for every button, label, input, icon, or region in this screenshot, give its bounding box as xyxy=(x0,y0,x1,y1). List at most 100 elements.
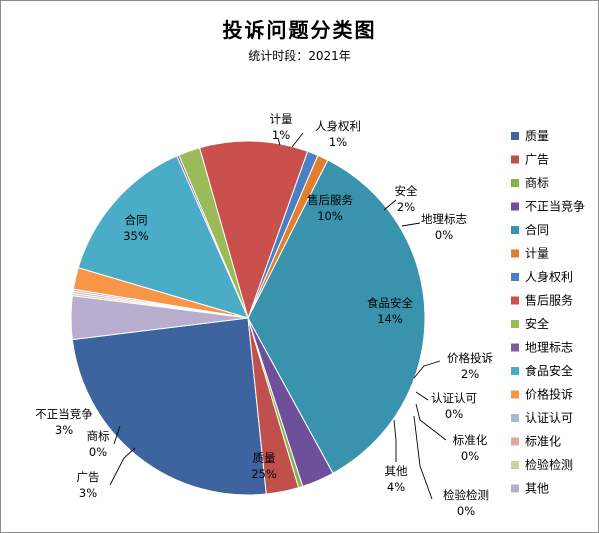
slice-label-name: 认证认可 xyxy=(431,391,477,405)
slice-label-percent: 1% xyxy=(272,128,290,142)
slice-label-name: 质量 xyxy=(253,451,276,465)
legend-swatch-5 xyxy=(511,226,519,234)
pie-slice-8 xyxy=(198,140,309,320)
leader-line-6 xyxy=(277,137,281,146)
legend-swatch-16 xyxy=(511,484,519,493)
leader-line-16 xyxy=(393,419,397,462)
legend-label-8: 售后服务 xyxy=(525,293,573,308)
leader-line-2 xyxy=(109,447,136,486)
slice-label-percent: 3% xyxy=(79,486,97,500)
legend-swatch-3 xyxy=(511,179,519,187)
leader-line-14 xyxy=(415,403,447,441)
legend: 质量广告商标不正当竞争合同计量人身权利售后服务安全地理标志食品安全价格投诉认证认… xyxy=(511,129,585,496)
legend-swatch-13 xyxy=(511,414,519,422)
legend-label-3: 商标 xyxy=(525,175,549,190)
slice-label-percent: 14% xyxy=(377,312,403,326)
slice-label-2: 广告 3% xyxy=(77,470,100,500)
slice-label-name: 标准化 xyxy=(453,433,488,447)
slice-label-7: 人身权利 1% xyxy=(315,119,361,149)
slice-label-name: 安全 xyxy=(395,184,418,198)
legend-label-12: 价格投诉 xyxy=(525,387,573,402)
slice-label-name: 售后服务 xyxy=(307,193,353,207)
slice-label-4: 不正当竞争 3% xyxy=(35,407,93,437)
legend-swatch-2 xyxy=(511,155,519,164)
slice-label-name: 不正当竞争 xyxy=(35,407,93,421)
slice-label-percent: 3% xyxy=(55,423,73,437)
slice-label-percent: 0% xyxy=(89,445,107,459)
legend-swatch-14 xyxy=(511,437,519,446)
legend-swatch-15 xyxy=(511,461,519,469)
leader-line-13 xyxy=(415,391,429,401)
legend-label-7: 人身权利 xyxy=(525,269,573,284)
slice-label-percent: 4% xyxy=(387,480,405,494)
slice-label-13: 认证认可 0% xyxy=(431,391,477,421)
slice-label-name: 检验检测 xyxy=(443,488,489,502)
pie-slice-11 xyxy=(77,155,249,319)
pie-slice-5 xyxy=(247,159,426,474)
slice-label-5: 合同 35% xyxy=(123,213,149,243)
legend-label-11: 食品安全 xyxy=(525,363,573,378)
slice-label-3: 商标 0% xyxy=(87,429,110,459)
chart-title: 投诉问题分类图 xyxy=(222,18,377,42)
slice-label-percent: 10% xyxy=(317,209,343,223)
slice-label-percent: 0% xyxy=(461,449,479,463)
slice-label-percent: 0% xyxy=(457,504,475,518)
slice-label-name: 其他 xyxy=(385,464,408,478)
leader-line-15 xyxy=(413,415,433,500)
leader-lines xyxy=(109,132,447,500)
slice-label-16: 其他 4% xyxy=(385,464,408,494)
slice-labels: 质量 25% 广告 3% 商标 0% 不正当竞争 3% 合同 35% 计量 1% 人身权利 1% 售后服务 1… xyxy=(35,112,493,518)
pie-slice-1 xyxy=(71,317,267,496)
leader-line-10 xyxy=(401,222,421,227)
slice-label-percent: 25% xyxy=(251,467,277,481)
slice-label-11: 食品安全 14% xyxy=(367,296,413,326)
slice-label-name: 人身权利 xyxy=(315,119,361,133)
legend-swatch-12 xyxy=(511,390,519,399)
legend-label-5: 合同 xyxy=(525,222,549,237)
legend-swatch-6 xyxy=(511,249,519,258)
leader-line-3 xyxy=(113,425,121,445)
pie-slice-16 xyxy=(70,295,249,341)
slice-label-percent: 0% xyxy=(445,407,463,421)
slice-label-12: 价格投诉 2% xyxy=(447,351,493,381)
legend-swatch-9 xyxy=(511,320,519,328)
slice-label-percent: 2% xyxy=(461,367,479,381)
pie-slices xyxy=(70,140,426,496)
slice-label-15: 检验检测 0% xyxy=(443,488,489,518)
legend-label-6: 计量 xyxy=(525,247,549,261)
legend-label-2: 广告 xyxy=(525,153,549,167)
legend-swatch-1 xyxy=(511,132,519,140)
slice-label-6: 计量 1% xyxy=(270,112,293,142)
slice-label-name: 价格投诉 xyxy=(447,351,493,365)
leader-line-9 xyxy=(383,199,397,211)
legend-label-10: 地理标志 xyxy=(525,341,573,355)
slice-label-8: 售后服务 10% xyxy=(307,193,353,223)
legend-label-15: 检验检测 xyxy=(525,457,573,472)
legend-label-16: 其他 xyxy=(525,482,549,496)
slice-label-percent: 35% xyxy=(123,229,149,243)
slice-label-name: 计量 xyxy=(270,112,293,126)
slice-label-14: 标准化 0% xyxy=(453,433,488,463)
legend-swatch-4 xyxy=(511,202,519,211)
slice-label-name: 商标 xyxy=(87,429,110,443)
slice-label-9: 安全 2% xyxy=(395,184,418,214)
slice-label-name: 合同 xyxy=(125,213,148,227)
slice-label-1: 质量 25% xyxy=(251,451,277,481)
legend-swatch-10 xyxy=(511,343,519,352)
chart-subtitle: 统计时段：2021年 xyxy=(248,49,351,63)
legend-swatch-11 xyxy=(511,367,519,375)
legend-label-4: 不正当竞争 xyxy=(525,200,585,214)
slice-label-percent: 2% xyxy=(397,200,415,214)
legend-swatch-8 xyxy=(511,296,519,305)
legend-label-13: 认证认可 xyxy=(525,411,573,425)
slice-label-percent: 0% xyxy=(435,228,453,242)
slice-label-10: 地理标志 0% xyxy=(421,212,467,242)
legend-label-14: 标准化 xyxy=(525,435,561,449)
slice-label-name: 广告 xyxy=(77,470,100,484)
slice-label-percent: 1% xyxy=(329,135,347,149)
leader-line-12 xyxy=(413,360,441,379)
leader-line-7 xyxy=(291,132,304,148)
slice-label-name: 食品安全 xyxy=(367,296,413,310)
legend-label-9: 安全 xyxy=(525,316,549,331)
